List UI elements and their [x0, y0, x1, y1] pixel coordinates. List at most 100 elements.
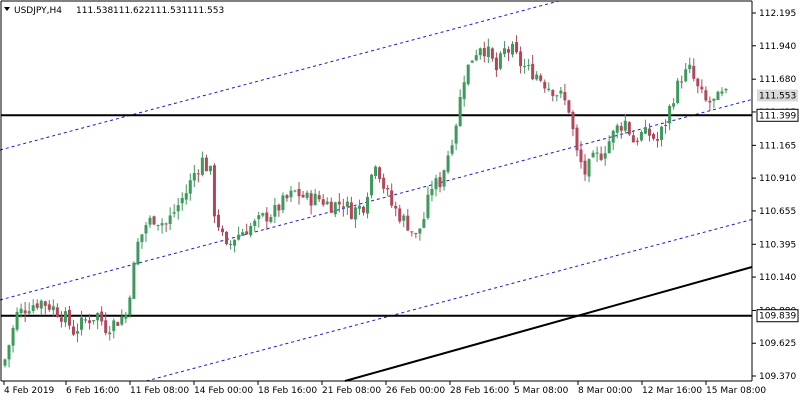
candle-body — [382, 177, 386, 189]
candle-body — [35, 303, 39, 308]
candle — [410, 231, 414, 237]
candle-body — [184, 193, 188, 200]
candle — [486, 38, 490, 63]
candle — [370, 173, 374, 199]
candle-body — [361, 206, 365, 213]
level-price-tag: 111.399 — [756, 108, 799, 122]
candle — [39, 299, 43, 316]
candle-body — [692, 65, 696, 79]
price-tick-label: 112.195 — [759, 9, 796, 19]
time-tick-label: 8 Mar 00:00 — [578, 386, 633, 396]
candle-body — [212, 165, 216, 217]
candle-body — [704, 90, 708, 101]
candle — [515, 35, 519, 55]
candle — [672, 97, 676, 110]
candle — [144, 222, 148, 242]
candle-body — [180, 197, 184, 204]
candle-body — [168, 215, 172, 224]
candle-body — [668, 106, 672, 124]
candle-body — [257, 215, 261, 220]
candle — [156, 224, 160, 231]
candle-body — [535, 74, 539, 80]
candle-body — [27, 311, 31, 314]
candle-body — [716, 91, 720, 100]
candle-body — [289, 190, 293, 198]
candle-body — [241, 232, 245, 236]
candle — [337, 193, 341, 213]
candle-body — [172, 212, 176, 214]
horizontal-levels — [1, 114, 753, 382]
price-tick-label: 110.655 — [759, 207, 796, 217]
candle — [442, 169, 446, 191]
candle — [245, 223, 249, 235]
candle — [551, 89, 555, 102]
candle — [607, 135, 611, 154]
candle-body — [470, 60, 474, 63]
candle-body — [265, 212, 269, 222]
current-price-tag: 111.553 — [757, 89, 798, 102]
candle-body — [563, 91, 567, 101]
candle — [664, 119, 668, 134]
candle-body — [498, 53, 502, 69]
candle — [136, 238, 140, 266]
candle-body — [543, 81, 547, 89]
price-tag-box — [757, 89, 798, 102]
candle-body — [398, 208, 402, 222]
candle — [23, 301, 27, 323]
candle-body — [160, 223, 164, 226]
candle-body — [486, 46, 490, 57]
candle — [595, 146, 599, 162]
candle — [357, 199, 361, 216]
candle — [277, 203, 281, 217]
candle — [688, 57, 692, 73]
rising-trendline[interactable] — [344, 266, 753, 382]
candle — [249, 222, 253, 238]
candle-body — [216, 214, 220, 228]
candle — [466, 64, 470, 86]
candle — [720, 87, 724, 97]
candle-body — [128, 297, 132, 315]
candle-body — [31, 305, 35, 311]
candle — [132, 261, 136, 299]
price-tick-label: 110.395 — [759, 240, 796, 250]
candle-body — [204, 157, 208, 172]
candle — [184, 184, 188, 205]
candle — [647, 123, 651, 142]
channel-middle-line[interactable] — [0, 98, 753, 301]
candle-body — [325, 201, 329, 205]
candle — [575, 124, 579, 157]
candle — [51, 299, 55, 317]
candle — [639, 130, 643, 142]
candle — [619, 122, 623, 139]
candle — [458, 89, 462, 127]
candle — [559, 87, 563, 99]
candle — [168, 207, 172, 231]
candle-body — [285, 195, 289, 199]
candle-body — [724, 88, 728, 91]
candle-body — [639, 131, 643, 141]
candle-body — [88, 320, 92, 323]
candle-body — [442, 170, 446, 187]
candle — [506, 46, 510, 61]
candle-body — [418, 228, 422, 234]
candle-body — [333, 202, 337, 215]
candle — [398, 204, 402, 224]
time-tick-label: 4 Feb 2019 — [4, 386, 55, 396]
channel-lower-line[interactable] — [146, 218, 753, 382]
candle — [11, 325, 15, 353]
candle-body — [567, 100, 571, 113]
candle-body — [249, 225, 253, 236]
time-tick-label: 15 Mar 08:00 — [706, 386, 766, 396]
candle-body — [527, 65, 531, 67]
candle-body — [615, 125, 619, 133]
candle — [261, 212, 265, 218]
candle — [329, 197, 333, 213]
channel-upper-line[interactable] — [0, 0, 559, 151]
chart-header: USDJPY,H4 111.538 111.622 111.531 111.55… — [4, 6, 224, 16]
candle — [470, 60, 474, 63]
candle — [59, 311, 63, 328]
candle-body — [511, 43, 515, 55]
candle — [140, 234, 144, 249]
triangle-down-icon[interactable] — [4, 7, 10, 11]
